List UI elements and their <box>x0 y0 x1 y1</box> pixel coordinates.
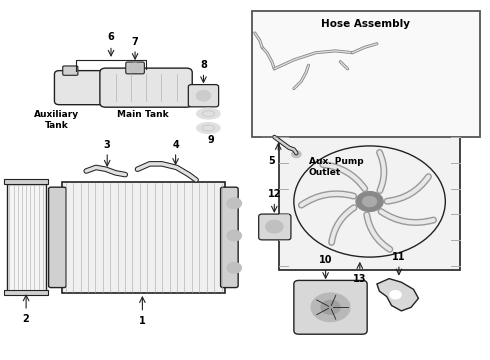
Text: 4: 4 <box>172 140 179 149</box>
FancyArrowPatch shape <box>380 152 384 190</box>
FancyArrowPatch shape <box>380 152 384 190</box>
Text: Main Tank: Main Tank <box>117 110 168 119</box>
Circle shape <box>196 90 211 101</box>
Circle shape <box>321 300 340 315</box>
FancyBboxPatch shape <box>188 85 219 107</box>
FancyArrowPatch shape <box>367 215 390 249</box>
Circle shape <box>356 192 383 212</box>
Bar <box>279 134 460 270</box>
Text: 10: 10 <box>319 255 332 265</box>
FancyArrowPatch shape <box>387 177 428 201</box>
FancyBboxPatch shape <box>54 71 106 105</box>
FancyBboxPatch shape <box>100 68 192 107</box>
Circle shape <box>129 63 142 72</box>
FancyArrowPatch shape <box>332 208 354 243</box>
Bar <box>62 182 225 293</box>
Text: 8: 8 <box>200 60 207 70</box>
Text: Auxiliary
Tank: Auxiliary Tank <box>34 110 79 130</box>
FancyArrowPatch shape <box>332 208 354 243</box>
Text: Aux. Pump
Outlet: Aux. Pump Outlet <box>309 157 363 177</box>
Circle shape <box>292 150 301 158</box>
Text: 13: 13 <box>353 274 367 284</box>
FancyBboxPatch shape <box>63 66 78 75</box>
Text: 9: 9 <box>207 135 214 145</box>
FancyArrowPatch shape <box>387 177 428 201</box>
FancyBboxPatch shape <box>220 187 238 288</box>
FancyArrowPatch shape <box>301 194 354 205</box>
Text: 12: 12 <box>268 189 281 199</box>
Circle shape <box>362 196 377 207</box>
FancyBboxPatch shape <box>49 187 66 288</box>
FancyArrowPatch shape <box>381 212 434 222</box>
Text: 7: 7 <box>132 37 139 46</box>
FancyArrowPatch shape <box>381 212 434 222</box>
Bar <box>252 12 480 137</box>
Circle shape <box>227 262 242 273</box>
Circle shape <box>227 198 242 209</box>
Bar <box>6 184 46 291</box>
Circle shape <box>390 291 401 299</box>
FancyArrowPatch shape <box>323 165 365 189</box>
Text: 6: 6 <box>108 32 114 42</box>
Bar <box>4 291 48 296</box>
Polygon shape <box>377 279 418 311</box>
Text: 5: 5 <box>269 156 275 166</box>
Bar <box>4 179 48 184</box>
FancyBboxPatch shape <box>294 280 367 334</box>
Ellipse shape <box>196 108 220 119</box>
Text: Hose Assembly: Hose Assembly <box>321 19 411 29</box>
FancyBboxPatch shape <box>126 62 145 74</box>
Circle shape <box>311 293 350 321</box>
Ellipse shape <box>196 123 220 134</box>
Text: 3: 3 <box>104 140 111 149</box>
Text: 2: 2 <box>23 315 29 324</box>
Text: 11: 11 <box>392 252 406 262</box>
FancyBboxPatch shape <box>259 214 291 240</box>
FancyArrowPatch shape <box>301 194 354 205</box>
Circle shape <box>266 220 283 233</box>
FancyArrowPatch shape <box>323 165 365 189</box>
Circle shape <box>227 230 242 241</box>
FancyArrowPatch shape <box>367 215 390 249</box>
Text: 1: 1 <box>139 316 146 326</box>
